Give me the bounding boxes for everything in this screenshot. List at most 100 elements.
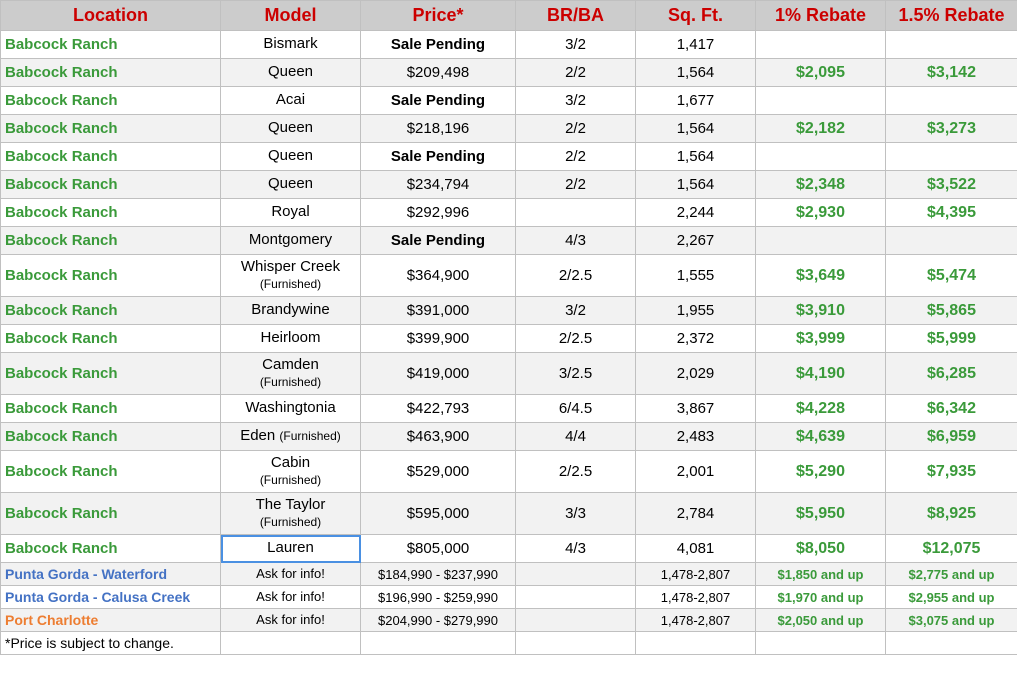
cell-price: $419,000 — [361, 353, 516, 395]
cell-price: $292,996 — [361, 199, 516, 227]
cell-brba — [516, 609, 636, 632]
cell-brba: 2/2 — [516, 59, 636, 87]
cell-rebate-1pct: $3,999 — [756, 325, 886, 353]
cell-rebate-1pct: $5,950 — [756, 493, 886, 535]
table-row: Babcock RanchBrandywine$391,0003/21,955$… — [1, 297, 1017, 325]
cell-sqft: 1,555 — [636, 255, 756, 297]
cell-sqft: 4,081 — [636, 535, 756, 563]
cell-sqft: 1,955 — [636, 297, 756, 325]
header-row: Location Model Price* BR/BA Sq. Ft. 1% R… — [1, 1, 1017, 31]
cell-price: $364,900 — [361, 255, 516, 297]
cell-brba: 2/2.5 — [516, 255, 636, 297]
cell-location: Babcock Ranch — [1, 325, 221, 353]
cell-rebate-1-5pct: $3,142 — [886, 59, 1017, 87]
cell-sqft: 3,867 — [636, 395, 756, 423]
cell-brba: 2/2 — [516, 115, 636, 143]
cell-rebate-1pct: $3,649 — [756, 255, 886, 297]
cell-model: Acai — [221, 87, 361, 115]
cell-price: $399,900 — [361, 325, 516, 353]
cell-rebate-1pct: $2,930 — [756, 199, 886, 227]
cell-rebate-1-5pct: $7,935 — [886, 451, 1017, 493]
table-row: Babcock RanchRoyal$292,9962,244$2,930$4,… — [1, 199, 1017, 227]
cell-sqft: 2,784 — [636, 493, 756, 535]
cell-sqft: 1,478-2,807 — [636, 609, 756, 632]
cell-model: Queen — [221, 115, 361, 143]
cell-rebate-1pct — [756, 227, 886, 255]
table-row: Babcock RanchQueen$218,1962/21,564$2,182… — [1, 115, 1017, 143]
cell-rebate-1pct — [756, 87, 886, 115]
cell-brba: 2/2 — [516, 171, 636, 199]
cell-model: Royal — [221, 199, 361, 227]
cell-model: Whisper Creek(Furnished) — [221, 255, 361, 297]
cell-rebate-1pct: $4,228 — [756, 395, 886, 423]
cell-location: Babcock Ranch — [1, 451, 221, 493]
cell-price: $196,990 - $259,990 — [361, 586, 516, 609]
cell-sqft: 2,029 — [636, 353, 756, 395]
cell-sqft: 2,001 — [636, 451, 756, 493]
cell-model: Brandywine — [221, 297, 361, 325]
table-row: Babcock RanchCabin(Furnished)$529,0002/2… — [1, 451, 1017, 493]
cell-model: Bismark — [221, 31, 361, 59]
cell-brba: 2/2.5 — [516, 325, 636, 353]
cell-price: $463,900 — [361, 423, 516, 451]
cell-location: Babcock Ranch — [1, 493, 221, 535]
empty-cell — [756, 632, 886, 655]
cell-rebate-1-5pct: $12,075 — [886, 535, 1017, 563]
cell-rebate-1pct: $3,910 — [756, 297, 886, 325]
cell-location: Babcock Ranch — [1, 199, 221, 227]
cell-model: Camden(Furnished) — [221, 353, 361, 395]
cell-location: Babcock Ranch — [1, 143, 221, 171]
cell-rebate-1-5pct: $5,999 — [886, 325, 1017, 353]
table-row: Port CharlotteAsk for info!$204,990 - $2… — [1, 609, 1017, 632]
cell-rebate-1pct: $2,095 — [756, 59, 886, 87]
col-rebate1: 1% Rebate — [756, 1, 886, 31]
cell-location: Babcock Ranch — [1, 115, 221, 143]
table-row: Babcock RanchQueenSale Pending2/21,564 — [1, 143, 1017, 171]
cell-sqft: 1,478-2,807 — [636, 586, 756, 609]
cell-brba: 4/3 — [516, 535, 636, 563]
cell-sqft: 2,267 — [636, 227, 756, 255]
cell-rebate-1-5pct: $6,285 — [886, 353, 1017, 395]
cell-rebate-1-5pct: $3,522 — [886, 171, 1017, 199]
cell-price: $595,000 — [361, 493, 516, 535]
table-row: Babcock RanchWhisper Creek(Furnished)$36… — [1, 255, 1017, 297]
cell-sqft: 1,677 — [636, 87, 756, 115]
cell-price: Sale Pending — [361, 227, 516, 255]
cell-rebate-1pct: $4,190 — [756, 353, 886, 395]
cell-rebate-1pct: $2,050 and up — [756, 609, 886, 632]
cell-price: $204,990 - $279,990 — [361, 609, 516, 632]
cell-rebate-1-5pct: $6,342 — [886, 395, 1017, 423]
col-sqft: Sq. Ft. — [636, 1, 756, 31]
cell-sqft: 1,564 — [636, 59, 756, 87]
cell-rebate-1-5pct: $6,959 — [886, 423, 1017, 451]
cell-price: Sale Pending — [361, 143, 516, 171]
cell-rebate-1-5pct — [886, 87, 1017, 115]
cell-location: Babcock Ranch — [1, 59, 221, 87]
cell-rebate-1pct: $4,639 — [756, 423, 886, 451]
cell-brba: 3/2 — [516, 87, 636, 115]
cell-location: Babcock Ranch — [1, 31, 221, 59]
cell-rebate-1pct — [756, 31, 886, 59]
cell-location: Babcock Ranch — [1, 535, 221, 563]
cell-model: Eden (Furnished) — [221, 423, 361, 451]
footnote-text: *Price is subject to change. — [1, 632, 221, 655]
empty-cell — [516, 632, 636, 655]
cell-rebate-1pct: $8,050 — [756, 535, 886, 563]
col-price: Price* — [361, 1, 516, 31]
empty-cell — [361, 632, 516, 655]
table-row: Punta Gorda - WaterfordAsk for info!$184… — [1, 563, 1017, 586]
cell-location: Babcock Ranch — [1, 423, 221, 451]
cell-rebate-1-5pct: $5,474 — [886, 255, 1017, 297]
cell-location: Babcock Ranch — [1, 297, 221, 325]
table-row: Babcock RanchEden (Furnished)$463,9004/4… — [1, 423, 1017, 451]
cell-rebate-1-5pct: $2,955 and up — [886, 586, 1017, 609]
cell-price: $218,196 — [361, 115, 516, 143]
cell-brba: 2/2 — [516, 143, 636, 171]
col-location: Location — [1, 1, 221, 31]
cell-rebate-1-5pct: $3,075 and up — [886, 609, 1017, 632]
cell-brba: 6/4.5 — [516, 395, 636, 423]
cell-brba: 2/2.5 — [516, 451, 636, 493]
cell-location: Port Charlotte — [1, 609, 221, 632]
cell-location: Babcock Ranch — [1, 255, 221, 297]
cell-rebate-1-5pct: $3,273 — [886, 115, 1017, 143]
